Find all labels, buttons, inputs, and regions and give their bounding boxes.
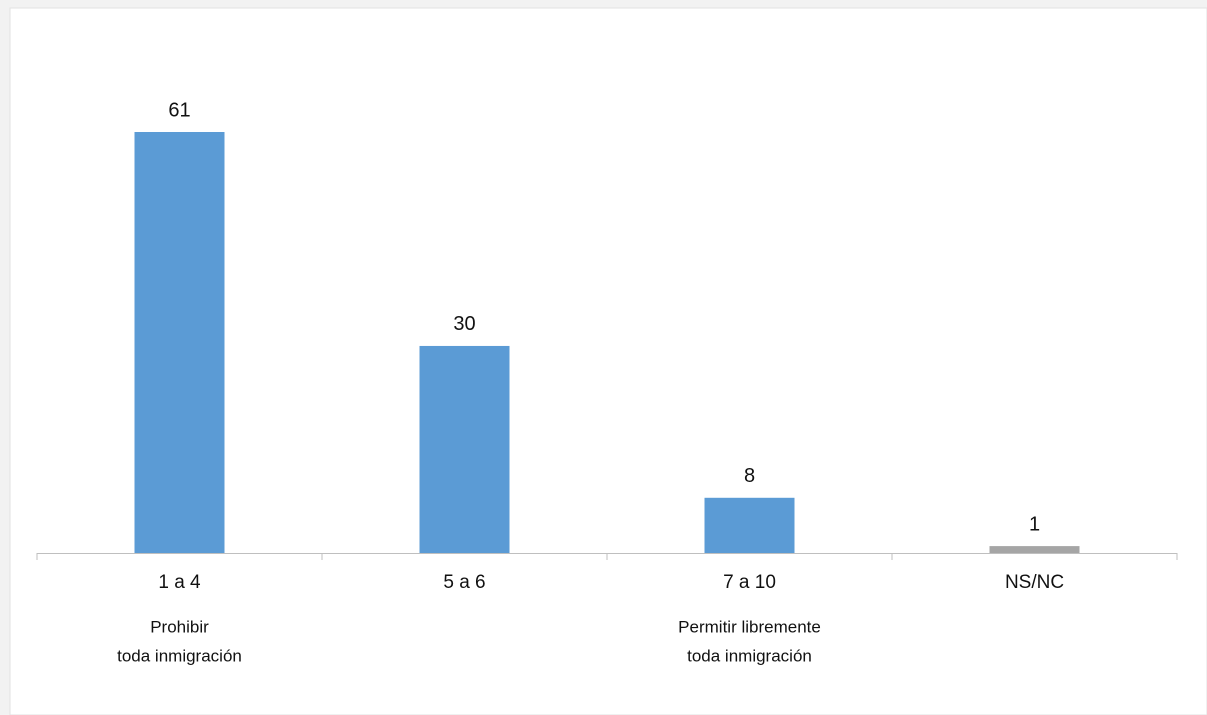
- value-label: 8: [744, 465, 755, 487]
- x-tick-label: NS/NC: [1005, 572, 1064, 593]
- bar: [704, 497, 795, 553]
- value-label: 61: [168, 99, 190, 121]
- category-note: Permitir libremente: [678, 617, 821, 636]
- value-label: 1: [1029, 513, 1040, 535]
- bar: [419, 345, 510, 553]
- x-tick-label: 5 a 6: [443, 572, 485, 593]
- bar: [134, 132, 225, 553]
- category-note: Prohibir: [150, 617, 209, 636]
- x-tick-label: 1 a 4: [158, 572, 201, 593]
- category-note: toda inmigración: [687, 646, 812, 665]
- value-label: 30: [453, 313, 475, 335]
- x-tick-label: 7 a 10: [723, 572, 776, 593]
- category-note: toda inmigración: [117, 646, 242, 665]
- bar: [989, 546, 1080, 553]
